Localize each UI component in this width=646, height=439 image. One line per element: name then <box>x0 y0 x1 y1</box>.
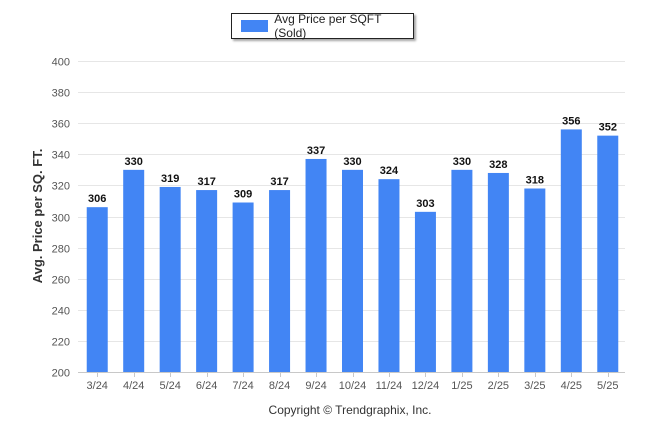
y-tick-label: 280 <box>52 244 70 256</box>
y-tick-label: 220 <box>52 337 70 349</box>
x-tick-label: 3/25 <box>524 380 545 392</box>
x-tick-label: 8/24 <box>269 380 290 392</box>
bars: 306 330 319 317 309 317 337 330 324 303 330 328 318 3… <box>86 115 619 372</box>
bar <box>196 190 218 372</box>
x-tick-label: 11/24 <box>376 380 403 392</box>
bar <box>123 169 145 372</box>
bar <box>414 211 436 372</box>
bar <box>487 172 509 372</box>
bar <box>378 179 400 372</box>
x-tick-label: 1/25 <box>451 380 472 392</box>
data-label: 356 <box>562 115 580 127</box>
x-tick-label: 9/24 <box>305 380 326 392</box>
bar <box>524 188 546 372</box>
y-tick-label: 260 <box>52 275 70 287</box>
bar <box>597 135 619 372</box>
data-label: 324 <box>380 165 399 177</box>
y-axis-label: Avg. Price per SQ. FT. <box>30 149 45 284</box>
y-tick-label: 380 <box>52 88 70 100</box>
bar <box>159 186 181 372</box>
legend-label: Avg Price per SQFT (Sold) <box>274 12 382 40</box>
legend-swatch <box>241 20 269 32</box>
x-tick-label: 4/24 <box>123 380 144 392</box>
bar <box>86 207 108 372</box>
x-axis: 3/24 4/24 5/24 6/24 7/24 8/24 9/24 10/24 11/24 12… <box>87 372 618 392</box>
data-label: 330 <box>125 156 143 168</box>
data-label: 330 <box>343 156 361 168</box>
x-tick-label: 12/24 <box>412 380 440 392</box>
x-tick-label: 4/25 <box>561 380 582 392</box>
copyright-footer: Copyright © Trendgraphix, Inc. <box>269 403 432 417</box>
y-tick-label: 200 <box>52 368 70 380</box>
y-tick-label: 360 <box>52 119 70 131</box>
y-tick-label: 400 <box>52 57 70 69</box>
y-axis: 200 220 240 260 280 300 320 340 360 380 400 <box>52 57 70 380</box>
y-tick-label: 320 <box>52 181 70 193</box>
data-label: 318 <box>526 175 544 187</box>
data-label: 337 <box>307 145 325 157</box>
data-label: 317 <box>270 176 288 188</box>
bar <box>232 202 254 372</box>
bar <box>451 169 473 372</box>
x-tick-label: 7/24 <box>232 380 253 392</box>
data-label: 303 <box>416 198 434 210</box>
x-tick-label: 5/24 <box>159 380 180 392</box>
bar <box>560 129 582 372</box>
y-tick-label: 300 <box>52 213 70 225</box>
data-label: 352 <box>599 122 617 134</box>
data-label: 319 <box>161 173 179 185</box>
x-tick-label: 5/25 <box>597 380 618 392</box>
y-tick-label: 340 <box>52 150 70 162</box>
x-tick-label: 2/25 <box>488 380 509 392</box>
x-tick-label: 3/24 <box>87 380 108 392</box>
data-label: 309 <box>234 189 252 201</box>
y-tick-label: 240 <box>52 306 70 318</box>
bar <box>305 158 327 372</box>
data-label: 330 <box>453 156 471 168</box>
x-tick-label: 6/24 <box>196 380 217 392</box>
bar <box>269 190 291 372</box>
data-label: 328 <box>489 159 507 171</box>
data-label: 306 <box>88 193 106 205</box>
bar <box>342 169 363 372</box>
x-tick-label: 10/24 <box>339 380 367 392</box>
legend: Avg Price per SQFT (Sold) <box>231 12 414 40</box>
data-label: 317 <box>197 176 215 188</box>
